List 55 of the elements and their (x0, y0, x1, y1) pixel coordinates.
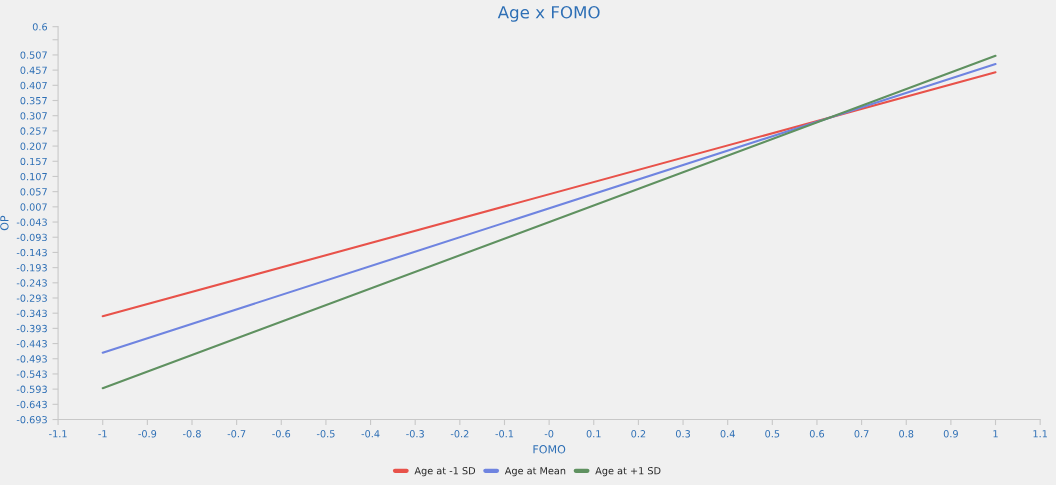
x-tick-label: -0.9 (138, 430, 157, 438)
x-tick-label: 0.9 (943, 430, 958, 438)
y-tick-label: -0.493 (16, 355, 47, 363)
x-tick-label: 1.1 (1033, 430, 1047, 438)
x-tick-label: 0.1 (586, 430, 601, 438)
y-tick-label: -0.043 (16, 218, 47, 226)
x-tick-label: -0.7 (227, 430, 246, 438)
y-tick-label: -0.193 (16, 264, 47, 272)
y-tick-label: 0.6 (32, 23, 48, 31)
y-tick-label: -0.393 (16, 324, 47, 333)
y-tick-label: -0.093 (16, 233, 47, 242)
y-tick-label: -0.693 (16, 416, 47, 424)
x-tick-label: 0.2 (631, 430, 646, 438)
x-tick-label: -0 (544, 430, 554, 438)
x-tick-label: -0.2 (450, 430, 469, 438)
x-tick-label: -0.3 (406, 430, 424, 438)
y-tick-label: -0.343 (16, 309, 47, 318)
x-tick-label: 0.8 (899, 430, 914, 438)
y-tick-label: 0.257 (20, 127, 47, 135)
y-tick-label: 0.157 (20, 157, 47, 166)
y-tick-label: 0.007 (20, 203, 47, 211)
x-tick-label: 0.4 (720, 430, 735, 438)
x-tick-label: -0.8 (182, 430, 201, 438)
x-tick-label: 0.6 (809, 430, 825, 438)
y-tick-label: -0.243 (16, 279, 47, 287)
x-tick-label: -1.1 (49, 430, 67, 438)
legend-label: Age at Mean (504, 467, 566, 477)
legend-label: Age at -1 SD (414, 467, 476, 477)
x-tick-label: -0.4 (361, 430, 380, 438)
chart-title: Age x FOMO (497, 5, 600, 22)
x-tick-label: -1 (98, 430, 107, 438)
x-axis-title: FOMO (533, 445, 566, 454)
y-tick-label: 0.407 (20, 81, 47, 90)
y-tick-label: -0.593 (16, 385, 47, 393)
y-tick-label: 0.457 (20, 66, 47, 74)
y-tick-label: 0.307 (20, 112, 47, 120)
legend-label: Age at +1 SD (595, 467, 661, 477)
x-tick-label: 0.7 (854, 430, 869, 438)
y-tick-label: -0.643 (16, 400, 47, 409)
y-axis-title: OP (0, 215, 9, 231)
x-tick-label: 0.5 (765, 430, 780, 438)
x-tick-label: -0.1 (495, 430, 514, 438)
y-tick-label: 0.207 (20, 142, 47, 150)
y-tick-label: -0.293 (16, 294, 47, 302)
y-tick-label: -0.543 (16, 370, 47, 378)
y-tick-label: 0.107 (20, 172, 47, 181)
y-tick-label: 0.507 (20, 51, 47, 59)
y-tick-label: -0.143 (16, 248, 47, 257)
y-tick-label: 0.057 (20, 188, 47, 196)
x-tick-label: 1 (993, 430, 998, 438)
y-tick-label: 0.357 (20, 96, 47, 105)
x-tick-label: -0.5 (316, 430, 335, 438)
y-tick-label: -0.443 (16, 340, 47, 348)
x-tick-label: 0.3 (675, 430, 690, 438)
x-tick-label: -0.6 (272, 430, 291, 438)
